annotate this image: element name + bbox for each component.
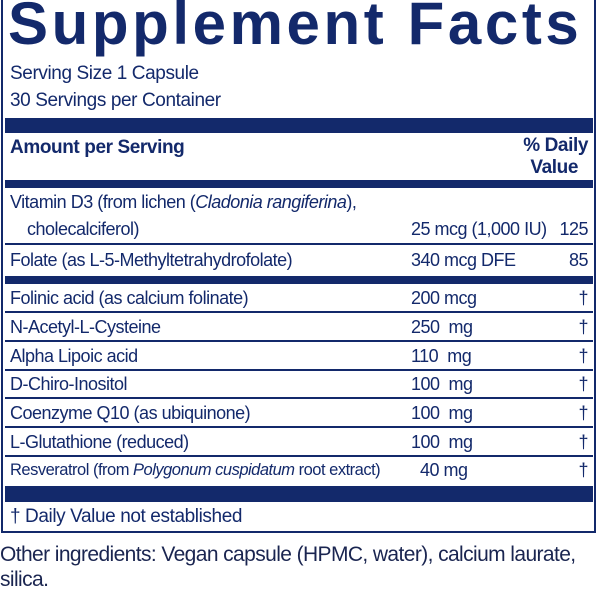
nutrient-dv: † <box>578 317 588 337</box>
nutrient-name: Resveratrol (from Polygonum cuspidatum r… <box>10 459 381 481</box>
nutrient-name: Folate (as L-5-Methyltetrahydrofolate) <box>10 250 293 270</box>
vitamin-d-amount: 25 mcg (1,000 IU) <box>411 219 547 239</box>
nutrient-dv: † <box>578 346 588 366</box>
row-divider <box>5 311 593 313</box>
nutrient-amount: 100 mg <box>411 432 473 452</box>
nutrient-amount: 100 mg <box>411 374 473 394</box>
thick-divider <box>5 486 593 502</box>
vitamin-d-dv: 125 <box>559 219 588 239</box>
nutrient-name: Folinic acid (as calcium folinate) <box>10 288 249 308</box>
row-divider <box>5 397 593 399</box>
nutrient-name: D-Chiro-Inositol <box>10 374 128 394</box>
resveratrol-source-species: Polygonum cuspidatum <box>133 461 295 479</box>
vitamin-d-name-end: ), <box>346 192 357 212</box>
nutrient-row-folate: Folate (as L-5-Methyltetrahydrofolate) 3… <box>10 249 589 271</box>
nutrient-dv: † <box>578 460 588 480</box>
nutrient-row: Folinic acid (as calcium folinate) 200 mc… <box>10 287 588 309</box>
nutrient-amount: 250 mg <box>411 317 473 337</box>
nutrient-row: N-Acetyl-L-Cysteine 250 mg † <box>10 316 588 338</box>
nutrient-amount: 200 mcg <box>411 288 477 308</box>
vitamin-d-source-species: Cladonia rangiferina <box>195 192 347 212</box>
supplement-facts-panel <box>1 0 596 533</box>
row-divider <box>5 369 593 371</box>
nutrient-row: L-Glutathione (reduced) 100 mg † <box>10 431 588 453</box>
vitamin-d-name-text: Vitamin D3 (from lichen ( <box>10 192 196 212</box>
row-divider <box>5 455 593 457</box>
row-divider <box>5 243 593 245</box>
row-divider <box>5 340 593 342</box>
nutrient-dv: † <box>578 288 588 308</box>
nutrient-name: Coenzyme Q10 (as ubiquinone) <box>10 403 251 423</box>
daily-value-header-line1: % Daily <box>523 135 588 156</box>
daily-value-footnote: † Daily Value not established <box>10 506 243 527</box>
thick-divider <box>5 118 593 133</box>
servings-per-container: 30 Servings per Container <box>10 90 221 111</box>
nutrient-dv: † <box>578 374 588 394</box>
amount-per-serving-header: Amount per Serving <box>10 137 185 158</box>
medium-divider <box>5 180 593 188</box>
panel-title: Supplement Facts <box>8 0 583 57</box>
nutrient-dv: † <box>578 432 588 452</box>
nutrient-name: Alpha Lipoic acid <box>10 346 138 366</box>
serving-size: Serving Size 1 Capsule <box>10 63 199 84</box>
daily-value-header-line2: Value <box>530 157 578 178</box>
nutrient-amount: 100 mg <box>411 403 473 423</box>
nutrient-row-resveratrol: Resveratrol (from Polygonum cuspidatum r… <box>10 459 588 481</box>
nutrient-dv: † <box>578 403 588 423</box>
nutrient-row: D-Chiro-Inositol 100 mg † <box>10 373 588 395</box>
row-divider <box>5 426 593 428</box>
nutrient-name: L-Glutathione (reduced) <box>10 432 189 452</box>
nutrient-amount: 40 mg <box>420 460 468 480</box>
nutrient-amount: 110 mg <box>411 346 472 366</box>
vitamin-d-name-line2: cholecalciferol) <box>27 219 140 239</box>
resveratrol-name-end: root extract) <box>294 461 381 479</box>
nutrient-name: N-Acetyl-L-Cysteine <box>10 317 161 337</box>
nutrient-dv: 85 <box>568 250 589 270</box>
nutrient-row: Alpha Lipoic acid 110 mg † <box>10 345 588 367</box>
medium-divider <box>5 276 593 284</box>
resveratrol-name-text: Resveratrol (from <box>10 461 134 479</box>
vitamin-d-name: Vitamin D3 (from lichen (Cladonia rangif… <box>10 191 357 213</box>
nutrient-amount: 340 mcg DFE <box>411 250 516 270</box>
other-ingredients: Other ingredients: Vegan capsule (HPMC, … <box>0 543 576 591</box>
nutrient-row: Coenzyme Q10 (as ubiquinone) 100 mg † <box>10 402 588 424</box>
